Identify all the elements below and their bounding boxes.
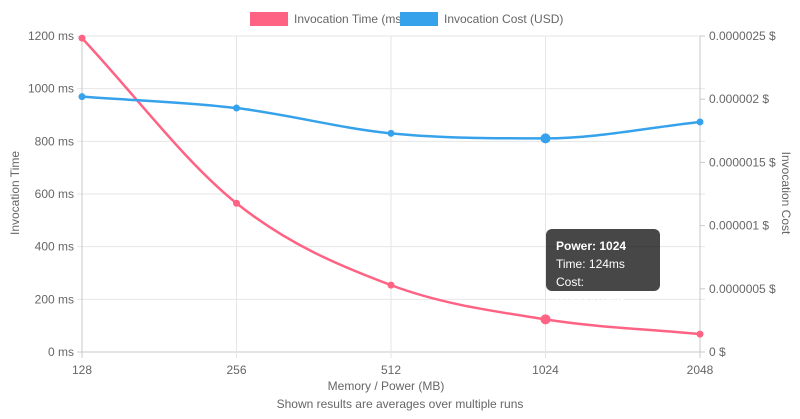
data-point-time — [387, 281, 395, 289]
y-left-tick-label: 800 ms — [35, 134, 74, 148]
x-tick-label: 512 — [381, 363, 401, 377]
tooltip-title: Power: 1024 — [556, 239, 627, 253]
footnote: Shown results are averages over multiple… — [276, 397, 524, 411]
y-right-tick-label: 0.0000015 $ — [709, 155, 776, 169]
data-point-time — [78, 34, 86, 42]
tooltip: Power: 1024 Time: 124ms Cost: 0.00000169… — [546, 229, 660, 307]
x-axis-title: Memory / Power (MB) — [328, 379, 445, 393]
series-layer — [78, 34, 704, 338]
y-left-tick-label: 0 ms — [48, 345, 74, 359]
legend-swatch-cost — [400, 12, 438, 26]
y-left-tick-label: 200 ms — [35, 292, 74, 306]
x-axis-ticks: 128 256 512 1024 2048 — [72, 363, 714, 377]
tooltip-time: Time: 124ms — [556, 257, 625, 271]
legend[interactable]: Invocation Time (ms) Invocation Cost (USD… — [250, 12, 563, 26]
y-left-tick-label: 1000 ms — [28, 82, 74, 96]
y-right-axis-title: Invocation Cost — [779, 152, 793, 235]
data-point-time — [540, 314, 551, 325]
x-tick-label: 256 — [226, 363, 246, 377]
y-right-tick-label: 0 $ — [709, 345, 726, 359]
y-right-tick-label: 0.0000025 $ — [709, 29, 776, 43]
y-left-tick-label: 600 ms — [35, 187, 74, 201]
x-tick-label: 1024 — [532, 363, 559, 377]
y-right-tick-label: 0.0000005 $ — [709, 282, 776, 296]
tooltip-cost: Cost: 0.00000169$ — [556, 275, 627, 307]
y-left-tick-label: 1200 ms — [28, 29, 74, 43]
x-tick-label: 2048 — [687, 363, 714, 377]
legend-label-cost: Invocation Cost (USD) — [444, 12, 563, 26]
right-axis-ticks: 0 $ 0.0000005 $ 0.000001 $ 0.0000015 $ 0.000… — [709, 29, 776, 359]
y-right-tick-label: 0.000001 $ — [709, 219, 769, 233]
y-right-tick-label: 0.000002 $ — [709, 92, 769, 106]
grid-lines — [77, 35, 705, 358]
x-tick-label: 128 — [72, 363, 92, 377]
data-point-cost — [233, 104, 240, 112]
legend-label-time: Invocation Time (ms) — [294, 12, 405, 26]
data-point-cost — [387, 129, 395, 137]
data-point-time — [233, 199, 240, 207]
data-point-cost — [540, 133, 551, 144]
data-point-cost — [78, 93, 86, 101]
data-point-time — [696, 330, 704, 338]
data-point-cost — [696, 118, 704, 126]
y-left-tick-label: 400 ms — [35, 240, 74, 254]
legend-swatch-time — [250, 12, 288, 26]
y-left-axis-title: Invocation Time — [8, 151, 22, 235]
series-line-time — [81, 37, 701, 336]
left-axis-ticks: 0 ms 200 ms 400 ms 600 ms 800 ms 1000 ms 1200 … — [28, 29, 74, 359]
